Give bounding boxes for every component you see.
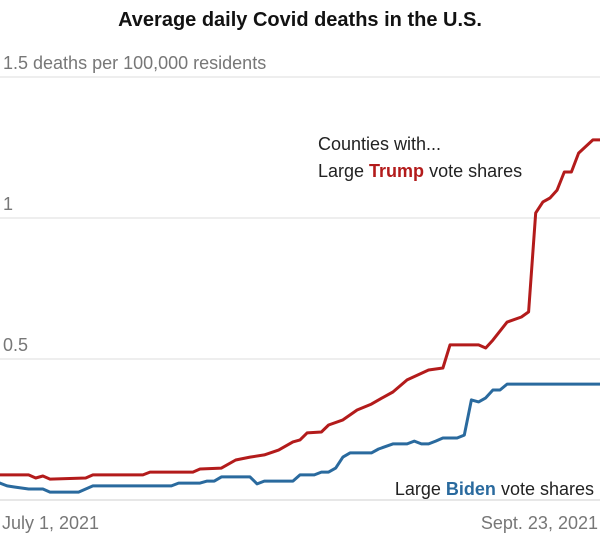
biden-label: Biden	[446, 479, 496, 499]
biden-prefix: Large	[395, 479, 446, 499]
annotation-trump: Large Trump vote shares	[318, 161, 522, 181]
trump-prefix: Large	[318, 161, 369, 181]
annotation-biden: Large Biden vote shares	[395, 479, 594, 499]
annotation-intro: Counties with...	[318, 134, 441, 154]
x-tick-label: Sept. 23, 2021	[481, 513, 598, 533]
series-lines	[0, 138, 600, 494]
y-tick-label: 0.5	[3, 335, 28, 355]
y-tick-label: 1.5 deaths per 100,000 residents	[3, 53, 266, 73]
biden-suffix: vote shares	[496, 479, 594, 499]
series-line-trump	[0, 138, 600, 481]
trump-label: Trump	[369, 161, 424, 181]
x-tick-label: July 1, 2021	[2, 513, 99, 533]
series-line-biden	[0, 382, 600, 494]
y-tick-label: 1	[3, 194, 13, 214]
x-axis-labels: July 1, 2021 Sept. 23, 2021	[2, 513, 598, 533]
y-axis-labels: 1.5 deaths per 100,000 residents 1 0.5	[3, 53, 266, 355]
gridlines	[0, 76, 600, 501]
chart-title: Average daily Covid deaths in the U.S.	[118, 9, 482, 31]
trump-suffix: vote shares	[424, 161, 522, 181]
